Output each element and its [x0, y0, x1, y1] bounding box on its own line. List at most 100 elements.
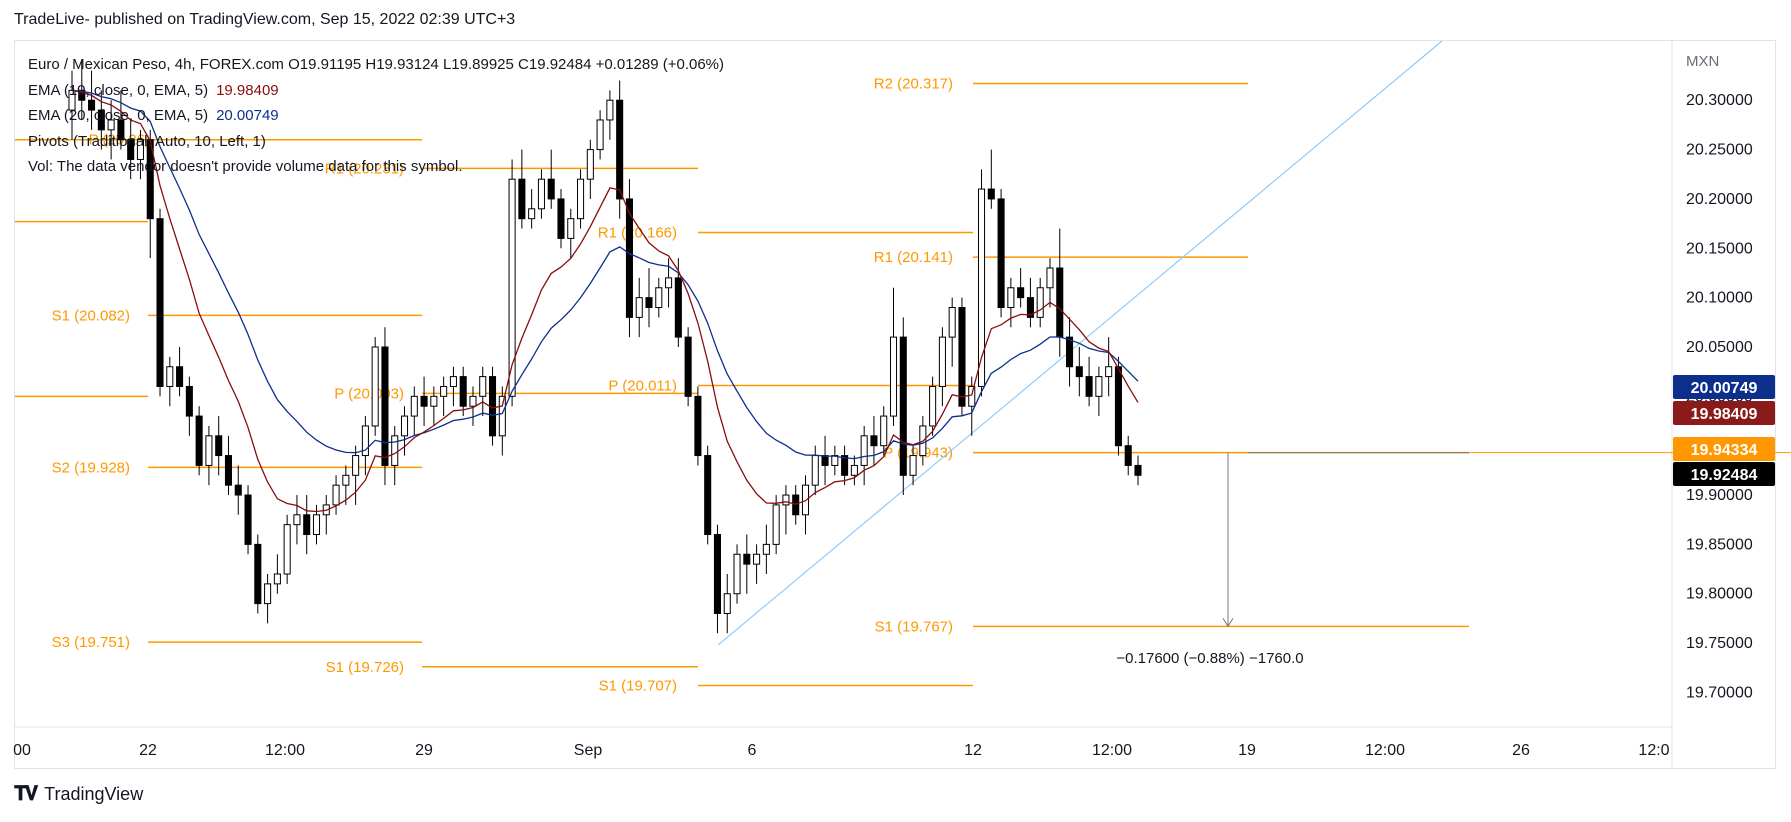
- candle-body: [205, 435, 213, 466]
- ema10-label: EMA (10, close, 0, EMA, 5): [28, 81, 209, 99]
- candle: [224, 435, 233, 496]
- candle: [537, 169, 545, 219]
- x-tick-label: 12:0: [1638, 742, 1669, 759]
- price-badge: 19.92484: [1673, 462, 1775, 486]
- candle-body: [1017, 287, 1025, 299]
- pivot-label: R1 (20.141): [874, 249, 953, 266]
- candle-body: [694, 395, 702, 457]
- candle: [381, 327, 389, 486]
- candle: [557, 189, 565, 249]
- candle-body: [117, 119, 125, 141]
- candle-body: [987, 188, 995, 200]
- price-badge: 19.94334: [1673, 437, 1775, 461]
- candle: [322, 495, 330, 535]
- chart-legend: Euro / Mexican Peso, 4h, FOREX.com O19.9…: [28, 52, 724, 180]
- legend-ema20[interactable]: EMA (20, close, 0, EMA, 5) 20.00749: [28, 103, 724, 129]
- candle: [234, 465, 242, 515]
- candle-body: [400, 415, 409, 437]
- candle-body: [107, 119, 115, 131]
- candle: [498, 386, 506, 456]
- candle: [723, 574, 731, 634]
- candle: [831, 445, 839, 476]
- candle: [459, 366, 467, 417]
- candle-body: [1056, 267, 1064, 338]
- candle: [753, 544, 761, 584]
- candle-body: [743, 553, 751, 565]
- legend-volume[interactable]: Vol: The data vendor doesn't provide vol…: [28, 158, 463, 175]
- pivot-label: S3 (19.751): [52, 634, 130, 651]
- candle-body: [68, 89, 76, 111]
- candle-body: [1046, 267, 1054, 289]
- candle-body: [977, 188, 986, 387]
- candle-body: [762, 543, 770, 555]
- candle: [792, 485, 800, 525]
- legend-pivots[interactable]: Pivots (Traditional, Auto, 10, Left, 1): [28, 132, 266, 150]
- candle: [811, 445, 819, 496]
- ema20-line: [71, 89, 1139, 460]
- x-tick-label: 6: [748, 742, 757, 759]
- x-tick-label: 00: [13, 742, 31, 759]
- price-badge-bg: [1673, 437, 1775, 461]
- y-tick-label: 19.75000: [1686, 635, 1753, 652]
- candle-body: [557, 198, 565, 239]
- candle: [97, 90, 105, 150]
- candle: [352, 445, 360, 505]
- candle-body: [215, 435, 223, 457]
- candle-body: [635, 297, 643, 318]
- candle-body: [674, 277, 682, 338]
- candle: [185, 376, 193, 436]
- price-badge: 20.00749: [1673, 375, 1775, 399]
- candle-body: [586, 149, 594, 180]
- y-tick-label: 20.20000: [1686, 191, 1753, 208]
- candle-body: [1124, 445, 1132, 466]
- candle-body: [244, 494, 252, 545]
- ema10-value: 19.98409: [216, 81, 279, 99]
- candle: [528, 189, 536, 229]
- candle-body: [841, 455, 849, 476]
- pivot-label: P (19.943): [883, 445, 953, 462]
- candle-body: [273, 573, 281, 585]
- candle: [469, 386, 477, 426]
- candle-body: [1105, 366, 1113, 378]
- candle: [977, 169, 986, 397]
- x-tick-label: 12:00: [1365, 742, 1405, 759]
- pivot-label: S1 (19.726): [326, 659, 404, 676]
- candle: [1085, 356, 1093, 407]
- candle-body: [704, 455, 712, 536]
- legend-ema10[interactable]: EMA (10, close, 0, EMA, 5) 19.98409: [28, 78, 724, 104]
- tradingview-footer[interactable]: 𝐓𝐕 TradingView: [14, 783, 143, 806]
- candle: [684, 327, 692, 407]
- measure-arrow-head: [1222, 618, 1234, 628]
- legend-symbol-line[interactable]: Euro / Mexican Peso, 4h, FOREX.com O19.9…: [28, 56, 725, 73]
- candle: [1124, 435, 1132, 476]
- candle-body: [772, 504, 780, 545]
- candle: [1036, 277, 1044, 328]
- candle: [655, 277, 663, 318]
- candle-body: [968, 385, 976, 407]
- candle-body: [821, 455, 829, 466]
- candle-body: [224, 455, 233, 486]
- candle: [586, 139, 594, 199]
- candle-body: [156, 218, 164, 387]
- y-tick-label: 19.80000: [1686, 586, 1753, 603]
- candle: [841, 445, 849, 486]
- candle: [107, 100, 115, 160]
- candle-body: [1134, 464, 1142, 476]
- candle-body: [1114, 366, 1122, 447]
- candle-body: [577, 178, 585, 220]
- candle-body: [430, 395, 438, 407]
- candle: [264, 574, 272, 624]
- candle-body: [733, 553, 741, 595]
- candle-body: [1085, 376, 1093, 397]
- candle-body: [860, 435, 868, 466]
- publish-header: TradeLive- published on TradingView.com,…: [14, 11, 516, 28]
- candle-body: [899, 336, 907, 476]
- candle-body: [508, 178, 516, 397]
- candle-body: [498, 395, 506, 437]
- candle: [156, 208, 164, 397]
- candle-body: [391, 435, 399, 466]
- candle: [449, 366, 457, 407]
- candle: [1066, 317, 1074, 387]
- candle-body: [176, 366, 184, 387]
